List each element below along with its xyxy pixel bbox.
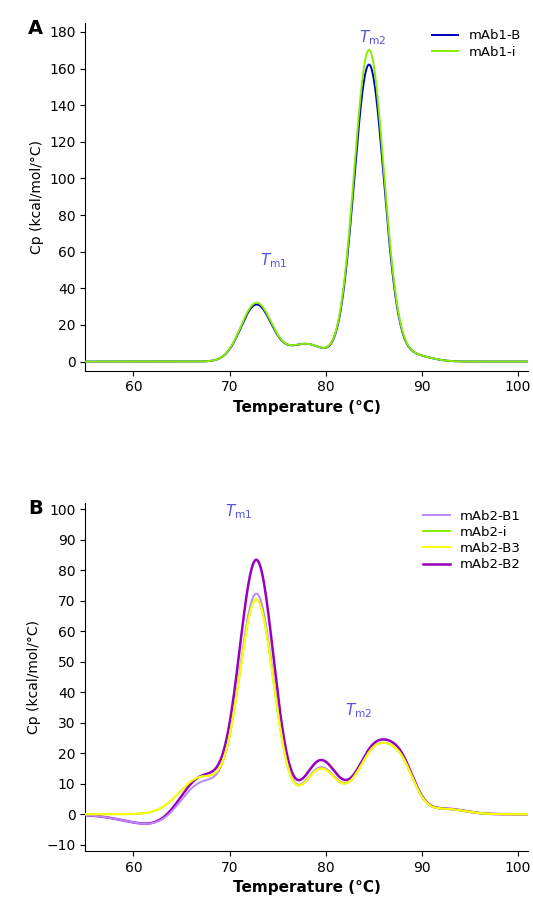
mAb1-i [286,339,292,350]
mAb1-B [286,339,292,350]
Line: mAb1-B: mAb1-B [85,65,528,361]
X-axis label: Temperature (°C): Temperature (°C) [232,400,381,415]
mAb1-i [366,45,372,56]
mAb2-B2 [431,802,437,813]
mAb1-B [104,356,111,367]
mAb2-B1 [524,809,531,820]
mAb1-B [512,356,518,367]
mAb2-B2 [512,809,518,820]
mAb1-i [524,356,531,367]
mAb2-i [431,802,437,813]
mAb2-B3 [104,809,111,820]
mAb2-i [104,809,111,820]
mAb2-i [297,780,304,791]
mAb1-B [366,59,372,70]
Text: B: B [28,500,43,519]
mAb2-B1 [104,812,111,823]
mAb2-B3 [512,809,518,820]
Text: $\mathit{T}_{\mathregular{m2}}$: $\mathit{T}_{\mathregular{m2}}$ [359,28,387,46]
mAb2-B3 [286,765,292,776]
mAb1-i [512,356,518,367]
mAb1-i [512,356,518,367]
mAb2-B2 [253,554,260,565]
mAb2-i [82,809,88,820]
Line: mAb2-B2: mAb2-B2 [85,560,528,824]
mAb2-i [512,809,518,820]
mAb2-i [512,809,518,820]
Legend: mAb1-B, mAb1-i: mAb1-B, mAb1-i [432,29,521,58]
mAb2-B2 [142,818,148,829]
mAb2-B3 [253,594,260,605]
Line: mAb2-B1: mAb2-B1 [85,593,528,824]
mAb2-B1 [142,818,149,829]
mAb1-B [512,356,518,367]
mAb1-i [82,356,88,367]
mAb2-B3 [524,809,531,820]
Y-axis label: Cp (kcal/mol/°C): Cp (kcal/mol/°C) [27,620,41,733]
mAb2-B2 [104,812,111,823]
mAb2-i [524,809,531,820]
mAb2-B2 [512,809,519,820]
mAb2-i [253,594,260,605]
mAb2-B3 [297,780,304,791]
mAb1-B [297,339,304,349]
mAb2-i [286,765,292,776]
Text: A: A [28,19,43,38]
mAb2-B1 [431,802,437,813]
mAb2-B2 [82,810,88,821]
mAb2-B1 [512,809,518,820]
mAb2-B1 [512,809,519,820]
mAb1-B [82,356,88,367]
mAb2-B3 [512,809,518,820]
Line: mAb2-B3: mAb2-B3 [85,600,528,814]
mAb2-B3 [431,802,437,813]
mAb2-B1 [286,764,292,775]
mAb2-B2 [286,758,292,769]
mAb2-B1 [297,779,304,790]
mAb1-B [524,356,531,367]
Line: mAb1-i: mAb1-i [85,50,528,361]
Text: $\mathit{T}_{\mathregular{m2}}$: $\mathit{T}_{\mathregular{m2}}$ [345,701,373,720]
mAb2-B3 [82,809,88,820]
mAb2-B2 [297,774,304,785]
mAb2-B2 [524,809,531,820]
mAb2-B1 [253,588,260,599]
X-axis label: Temperature (°C): Temperature (°C) [232,880,381,895]
mAb1-i [104,356,111,367]
Legend: mAb2-B1, mAb2-i, mAb2-B3, mAb2-B2: mAb2-B1, mAb2-i, mAb2-B3, mAb2-B2 [423,510,521,571]
mAb1-B [431,353,437,364]
mAb1-i [297,339,304,349]
Text: $\mathit{T}_{\mathregular{m1}}$: $\mathit{T}_{\mathregular{m1}}$ [260,251,288,270]
Y-axis label: Cp (kcal/mol/°C): Cp (kcal/mol/°C) [29,140,44,254]
mAb2-B1 [82,810,88,821]
Line: mAb2-i: mAb2-i [85,600,528,814]
Text: $\mathit{T}_{\mathregular{m1}}$: $\mathit{T}_{\mathregular{m1}}$ [225,502,252,521]
mAb1-i [431,353,437,364]
